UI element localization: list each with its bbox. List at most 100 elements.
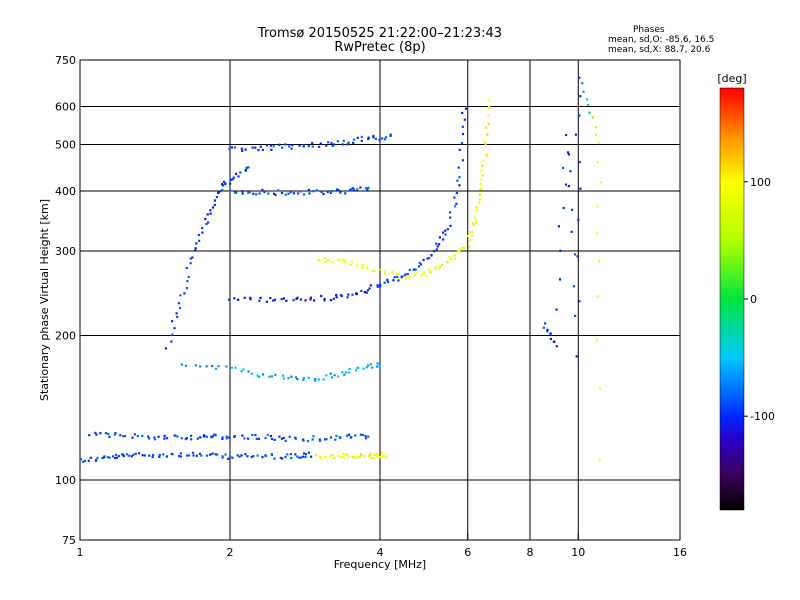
data-point <box>108 435 111 438</box>
data-point <box>177 302 180 305</box>
data-point <box>227 457 230 460</box>
data-point <box>267 192 270 195</box>
data-point <box>288 435 291 438</box>
data-point <box>437 267 440 270</box>
data-point <box>566 151 570 154</box>
data-point <box>165 455 168 458</box>
data-point <box>173 327 176 330</box>
data-point <box>454 257 457 260</box>
data-point <box>351 455 354 458</box>
data-point <box>222 180 226 183</box>
data-point <box>366 188 369 191</box>
data-point <box>206 213 209 216</box>
data-point <box>113 433 116 436</box>
data-point <box>247 166 250 169</box>
data-point <box>325 260 328 263</box>
data-point <box>337 189 340 192</box>
data-point <box>256 454 259 457</box>
data-point <box>301 455 305 458</box>
data-point <box>214 367 218 370</box>
data-point <box>371 366 374 369</box>
data-point <box>486 133 489 136</box>
data-point <box>488 105 491 108</box>
data-point <box>89 456 92 459</box>
data-point <box>132 453 135 456</box>
data-point <box>136 435 139 438</box>
data-point <box>258 192 261 195</box>
y-tick-label: 400 <box>55 185 76 198</box>
data-point <box>461 125 464 128</box>
data-point <box>567 153 570 156</box>
data-point <box>368 287 371 290</box>
data-point <box>233 297 236 300</box>
data-point <box>332 297 335 300</box>
data-point <box>284 193 287 196</box>
data-point <box>262 373 265 376</box>
data-point <box>478 193 482 196</box>
data-point <box>141 434 144 437</box>
data-point <box>404 274 407 277</box>
data-point <box>487 122 490 125</box>
data-point <box>395 273 398 276</box>
data-point <box>213 203 216 207</box>
data-point <box>455 202 458 205</box>
data-point <box>437 243 441 246</box>
data-point <box>485 126 488 129</box>
data-point <box>559 249 562 252</box>
data-point <box>274 373 277 376</box>
data-point <box>448 256 451 259</box>
data-point <box>376 455 379 458</box>
data-point <box>272 299 275 302</box>
data-point <box>244 168 247 171</box>
data-point <box>289 453 292 456</box>
data-point <box>185 266 188 270</box>
data-point <box>343 261 346 264</box>
data-point <box>544 322 547 325</box>
data-point <box>134 452 137 455</box>
data-point <box>268 375 271 378</box>
data-point <box>453 196 456 199</box>
data-point <box>363 455 366 458</box>
data-point <box>417 265 421 268</box>
data-point <box>213 433 216 436</box>
data-point <box>247 370 250 373</box>
data-point <box>549 337 552 341</box>
data-point <box>485 153 488 156</box>
data-point <box>422 258 425 262</box>
data-point <box>351 293 354 296</box>
data-point <box>153 436 156 439</box>
x-tick-label: 6 <box>464 546 471 559</box>
data-point <box>287 192 290 195</box>
data-point <box>99 432 102 435</box>
data-point <box>201 231 204 234</box>
data-point <box>386 278 389 281</box>
data-point <box>365 291 368 294</box>
data-point <box>197 233 200 237</box>
data-point <box>322 192 325 196</box>
data-point <box>469 239 472 242</box>
data-point <box>471 222 474 225</box>
data-point <box>216 453 219 456</box>
data-point <box>179 455 182 458</box>
data-point <box>396 272 400 275</box>
data-point <box>364 435 367 438</box>
data-point <box>196 437 199 440</box>
data-point <box>378 365 381 368</box>
data-point <box>270 437 274 440</box>
data-point <box>311 142 314 145</box>
data-point <box>342 453 345 456</box>
data-point <box>121 453 125 456</box>
data-point <box>176 435 179 438</box>
data-point <box>486 154 489 157</box>
data-point <box>205 222 208 226</box>
data-point <box>302 439 305 442</box>
data-point <box>170 452 173 455</box>
data-point <box>233 146 237 149</box>
data-point <box>570 230 573 233</box>
data-point <box>360 139 363 142</box>
data-point <box>378 456 381 459</box>
data-point <box>304 453 307 456</box>
data-point <box>296 455 299 458</box>
data-point <box>312 435 315 438</box>
